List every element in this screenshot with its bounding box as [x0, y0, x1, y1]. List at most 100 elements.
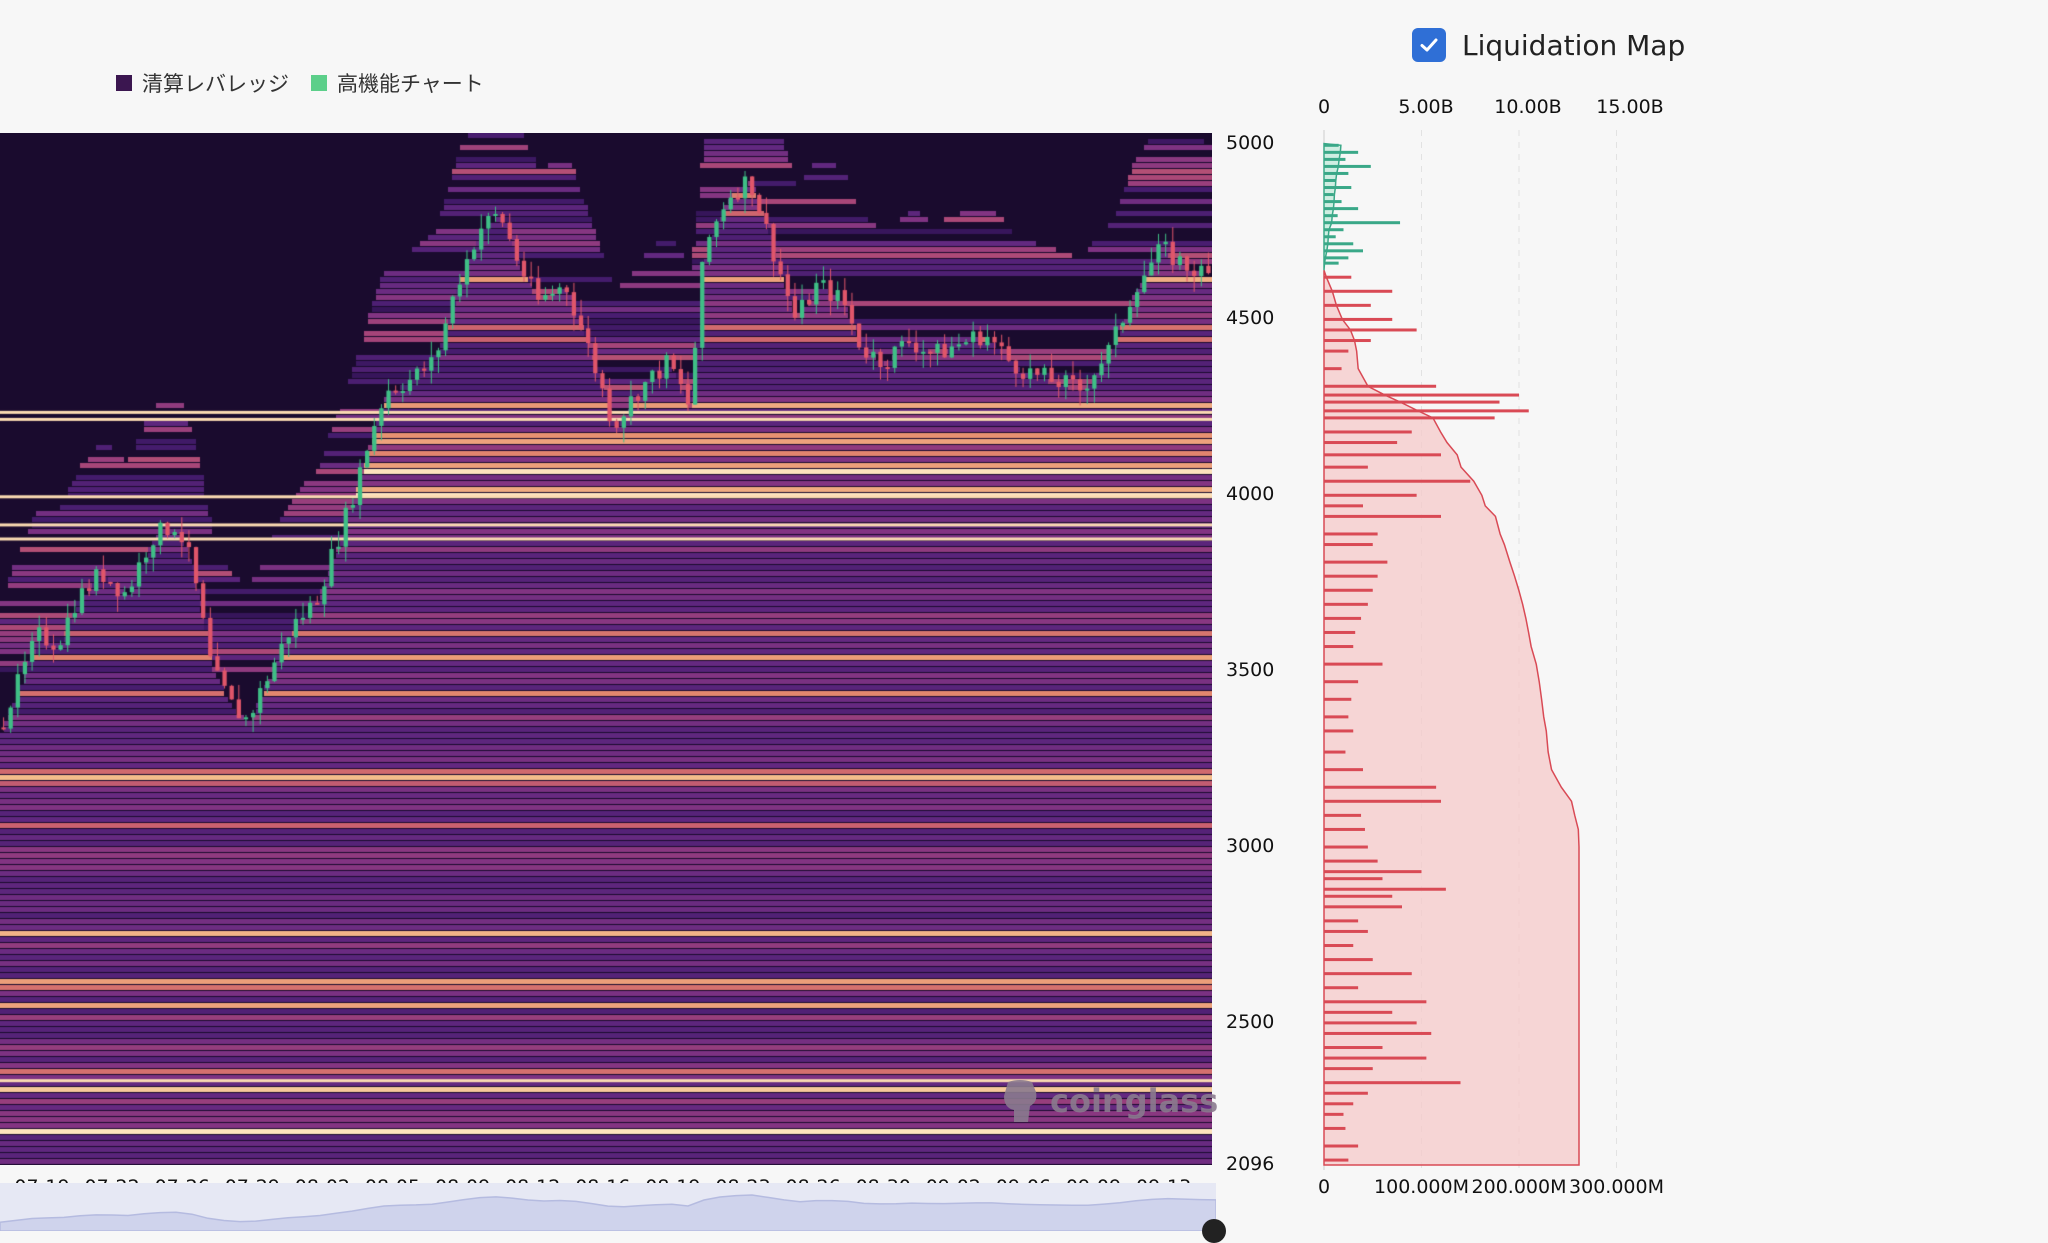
long-liquidation-bar[interactable] — [1324, 645, 1354, 649]
long-liquidation-bar[interactable] — [1324, 349, 1349, 353]
chart-legend: 清算レバレッジ 高機能チャート — [116, 68, 484, 98]
liquidation-map-toggle[interactable]: Liquidation Map — [1412, 28, 1685, 62]
short-liquidation-bar[interactable] — [1324, 235, 1336, 239]
long-liquidation-bar[interactable] — [1324, 289, 1393, 293]
long-liquidation-bar[interactable] — [1324, 870, 1422, 874]
long-liquidation-bar[interactable] — [1324, 400, 1500, 404]
long-liquidation-bar[interactable] — [1324, 1081, 1461, 1085]
long-liquidation-bar[interactable] — [1324, 384, 1437, 388]
long-liquidation-bar[interactable] — [1324, 729, 1354, 733]
long-liquidation-bar[interactable] — [1324, 1056, 1427, 1060]
long-liquidation-bar[interactable] — [1324, 409, 1529, 413]
short-liquidation-bar[interactable] — [1324, 261, 1339, 265]
liquidation-map-checkbox[interactable] — [1412, 28, 1446, 62]
long-liquidation-bar[interactable] — [1324, 543, 1373, 547]
long-liquidation-bar[interactable] — [1324, 929, 1368, 933]
long-liquidation-bar[interactable] — [1324, 986, 1359, 990]
long-liquidation-bar[interactable] — [1324, 845, 1368, 849]
top-axis-tick-label: 10.00B — [1494, 96, 1562, 118]
long-liquidation-bar[interactable] — [1324, 588, 1373, 592]
short-liquidation-bar[interactable] — [1324, 150, 1359, 154]
long-liquidation-bar[interactable] — [1324, 894, 1393, 898]
long-liquidation-bar[interactable] — [1324, 1031, 1432, 1035]
long-liquidation-bar[interactable] — [1324, 479, 1471, 483]
long-liquidation-bar[interactable] — [1324, 750, 1346, 754]
legend-item-advanced-chart[interactable]: 高機能チャート — [311, 68, 484, 98]
long-liquidation-bar[interactable] — [1324, 972, 1412, 976]
long-liquidation-bar[interactable] — [1324, 662, 1383, 666]
liquidation-heatmap[interactable] — [0, 133, 1212, 1165]
long-liquidation-bar[interactable] — [1324, 493, 1417, 497]
long-liquidation-bar[interactable] — [1324, 574, 1378, 578]
long-liquidation-bar[interactable] — [1324, 367, 1342, 371]
long-liquidation-bar[interactable] — [1324, 602, 1368, 606]
short-liquidation-bar[interactable] — [1324, 143, 1339, 147]
legend-item-liquidation-leverage[interactable]: 清算レバレッジ — [116, 68, 289, 98]
top-axis-tick-label: 5.00B — [1398, 96, 1454, 118]
long-liquidation-bar[interactable] — [1324, 877, 1383, 881]
long-liquidation-bar[interactable] — [1324, 430, 1412, 434]
long-liquidation-bar[interactable] — [1324, 905, 1402, 909]
short-liquidation-bar[interactable] — [1324, 228, 1344, 232]
long-liquidation-bar[interactable] — [1324, 768, 1363, 772]
short-liquidation-bar[interactable] — [1324, 193, 1334, 197]
long-liquidation-bar[interactable] — [1324, 339, 1371, 343]
bottom-axis-tick-label: 0 — [1317, 1176, 1331, 1198]
short-liquidation-bar[interactable] — [1324, 200, 1342, 204]
short-liquidation-bar[interactable] — [1324, 256, 1349, 260]
long-liquidation-bar[interactable] — [1324, 616, 1362, 620]
long-liquidation-bar[interactable] — [1324, 1158, 1349, 1162]
short-liquidation-bar[interactable] — [1324, 186, 1352, 190]
long-liquidation-bar[interactable] — [1324, 328, 1417, 332]
long-liquidation-bar[interactable] — [1324, 715, 1349, 719]
long-liquidation-bar[interactable] — [1324, 680, 1359, 684]
overview-navigator[interactable] — [0, 1183, 1216, 1231]
long-liquidation-bar[interactable] — [1324, 393, 1519, 397]
long-liquidation-bar[interactable] — [1324, 441, 1398, 445]
long-liquidation-bar[interactable] — [1324, 560, 1388, 564]
long-liquidation-bar[interactable] — [1324, 1010, 1393, 1014]
long-liquidation-bar[interactable] — [1324, 1046, 1383, 1050]
heatmap-canvas[interactable] — [0, 133, 1212, 1165]
long-liquidation-bar[interactable] — [1324, 532, 1378, 536]
long-liquidation-bar[interactable] — [1324, 303, 1371, 307]
long-liquidation-bar[interactable] — [1324, 1144, 1359, 1148]
long-liquidation-bar[interactable] — [1324, 1067, 1373, 1071]
legend-label-liquidation: 清算レバレッジ — [142, 72, 289, 96]
long-liquidation-bar[interactable] — [1324, 887, 1446, 891]
long-liquidation-bar[interactable] — [1324, 958, 1373, 962]
short-liquidation-bar[interactable] — [1324, 171, 1349, 175]
long-liquidation-bar[interactable] — [1324, 504, 1363, 508]
long-liquidation-bar[interactable] — [1324, 1126, 1346, 1130]
long-liquidation-bar[interactable] — [1324, 1112, 1344, 1116]
long-liquidation-bar[interactable] — [1324, 813, 1362, 817]
long-liquidation-bar[interactable] — [1324, 453, 1441, 457]
short-liquidation-bar[interactable] — [1324, 164, 1371, 168]
long-liquidation-bar[interactable] — [1324, 827, 1365, 831]
short-liquidation-bar[interactable] — [1324, 207, 1359, 211]
long-liquidation-bar[interactable] — [1324, 919, 1359, 923]
long-liquidation-bar[interactable] — [1324, 785, 1437, 789]
long-liquidation-bar[interactable] — [1324, 697, 1352, 701]
long-liquidation-bar[interactable] — [1324, 1102, 1354, 1106]
short-liquidation-bar[interactable] — [1324, 249, 1363, 253]
overview-scroll-handle[interactable] — [1202, 1219, 1226, 1243]
long-liquidation-bar[interactable] — [1324, 859, 1378, 863]
long-liquidation-bar[interactable] — [1324, 1091, 1368, 1095]
short-liquidation-bar[interactable] — [1324, 157, 1346, 161]
long-liquidation-bar[interactable] — [1324, 465, 1368, 469]
long-liquidation-bar[interactable] — [1324, 514, 1441, 518]
short-liquidation-bar[interactable] — [1324, 242, 1354, 246]
long-liquidation-bar[interactable] — [1324, 944, 1354, 948]
y-tick-label: 4000 — [1226, 483, 1275, 506]
long-liquidation-bar[interactable] — [1324, 1000, 1427, 1004]
long-liquidation-bar[interactable] — [1324, 799, 1441, 803]
long-liquidation-bar[interactable] — [1324, 1021, 1417, 1025]
long-liquidation-bar[interactable] — [1324, 275, 1352, 279]
short-liquidation-bar[interactable] — [1324, 221, 1401, 225]
short-liquidation-bar[interactable] — [1324, 178, 1336, 182]
long-liquidation-bar[interactable] — [1324, 416, 1495, 420]
long-liquidation-bar[interactable] — [1324, 317, 1393, 321]
long-liquidation-bar[interactable] — [1324, 630, 1356, 634]
short-liquidation-bar[interactable] — [1324, 214, 1338, 218]
